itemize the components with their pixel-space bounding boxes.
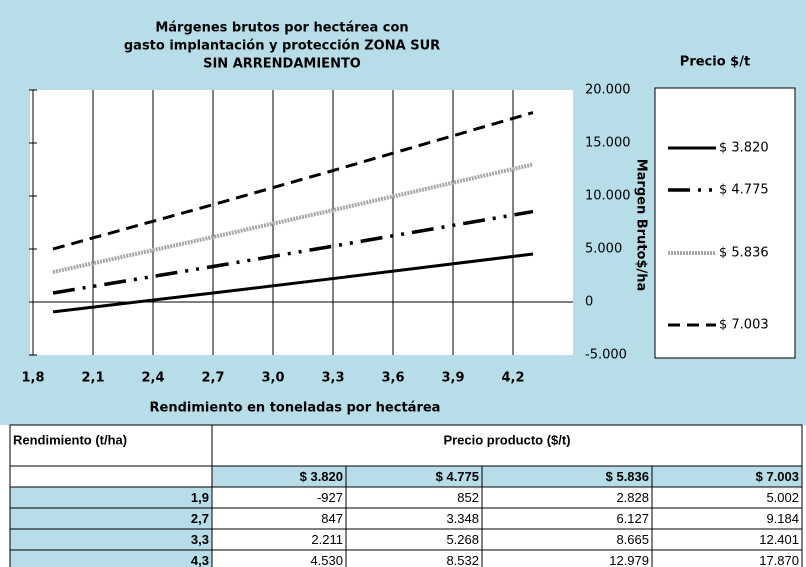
table-cell bbox=[9, 486, 213, 509]
x-tick-label: 4,2 bbox=[501, 371, 524, 386]
y-tick-label: 5.000 bbox=[585, 242, 622, 257]
table-cell-text: 8.665 bbox=[616, 532, 649, 547]
table-cell bbox=[9, 549, 213, 567]
table-cell-text: 2,7 bbox=[191, 511, 209, 526]
column-header: $ 4.775 bbox=[436, 469, 479, 484]
x-tick-label: 2,7 bbox=[201, 371, 224, 386]
column-header: $ 5.836 bbox=[606, 469, 649, 484]
table-cell-text: 2.828 bbox=[616, 490, 649, 505]
y-tick-label: -5.000 bbox=[585, 348, 627, 363]
header-cell bbox=[211, 424, 803, 467]
table-cell-text: 9.184 bbox=[766, 511, 799, 526]
x-tick-label: 3,0 bbox=[261, 371, 284, 386]
header-text: Rendimiento (t/ha) bbox=[13, 432, 127, 447]
series-line bbox=[52, 209, 534, 295]
table-cell bbox=[9, 528, 213, 551]
y-tick-label: 15.000 bbox=[585, 136, 631, 151]
table-cell-text: -927 bbox=[317, 490, 343, 505]
x-tick-label: 2,4 bbox=[141, 371, 164, 386]
table-cell-text: 5.268 bbox=[446, 532, 479, 547]
y-tick-label: 0 bbox=[585, 295, 593, 310]
legend-title: Precio $/t bbox=[680, 55, 750, 70]
chart-title: Márgenes brutos por hectárea con bbox=[155, 21, 408, 36]
table-cell-text: 8.532 bbox=[446, 553, 479, 567]
legend-label: $ 4.775 bbox=[719, 183, 769, 198]
table-cell-text: 5.002 bbox=[766, 490, 799, 505]
legend-label: $ 7.003 bbox=[719, 318, 769, 333]
y-axis-title: Margen Bruto$/ha bbox=[634, 159, 649, 292]
table-cell-text: 12.401 bbox=[759, 532, 799, 547]
table-cell bbox=[9, 507, 213, 530]
table-cell-text: 17.870 bbox=[759, 553, 799, 567]
table-cell-text: 1,9 bbox=[191, 490, 209, 505]
x-tick-label: 3,9 bbox=[441, 371, 464, 386]
y-tick-label: 10.000 bbox=[585, 189, 631, 204]
table-cell-text: 2.211 bbox=[311, 532, 343, 547]
table-cell-text: 847 bbox=[321, 511, 343, 526]
legend-box bbox=[654, 87, 796, 359]
series-line bbox=[52, 252, 534, 314]
x-tick-label: 3,3 bbox=[321, 371, 344, 386]
x-tick-label: 2,1 bbox=[81, 371, 104, 386]
x-tick-label: 3,6 bbox=[381, 371, 404, 386]
legend-label: $ 3.820 bbox=[719, 141, 769, 156]
table-cell-text: 3,3 bbox=[191, 532, 209, 547]
chart-title: SIN ARRENDAMIENTO bbox=[203, 57, 361, 72]
table-cell-text: 4.530 bbox=[310, 553, 343, 567]
series-line bbox=[52, 162, 534, 274]
x-tick-label: 1,8 bbox=[21, 371, 44, 386]
plot-area bbox=[30, 90, 573, 355]
column-header: $ 3.820 bbox=[300, 469, 343, 484]
table-cell bbox=[651, 549, 803, 567]
table-cell-text: 3.348 bbox=[446, 511, 479, 526]
table-cell-text: 4,3 bbox=[191, 553, 209, 567]
table-cell-text: 6.127 bbox=[616, 511, 649, 526]
legend-label: $ 5.836 bbox=[719, 246, 769, 261]
header-text: Precio producto ($/t) bbox=[443, 432, 570, 447]
table-cell-text: 852 bbox=[457, 490, 479, 505]
table: Rendimiento (t/ha) Precio producto ($/t) $… bbox=[0, 424, 806, 567]
series-line bbox=[52, 111, 534, 251]
x-axis-title: Rendimiento en toneladas por hectárea bbox=[150, 401, 441, 416]
column-header: $ 7.003 bbox=[756, 469, 799, 484]
chart-title: gasto implantación y protección ZONA SUR bbox=[124, 39, 440, 54]
table-cell-text: 12.979 bbox=[609, 553, 649, 567]
y-tick-label: 20.000 bbox=[585, 83, 631, 98]
header-cell bbox=[9, 465, 213, 488]
